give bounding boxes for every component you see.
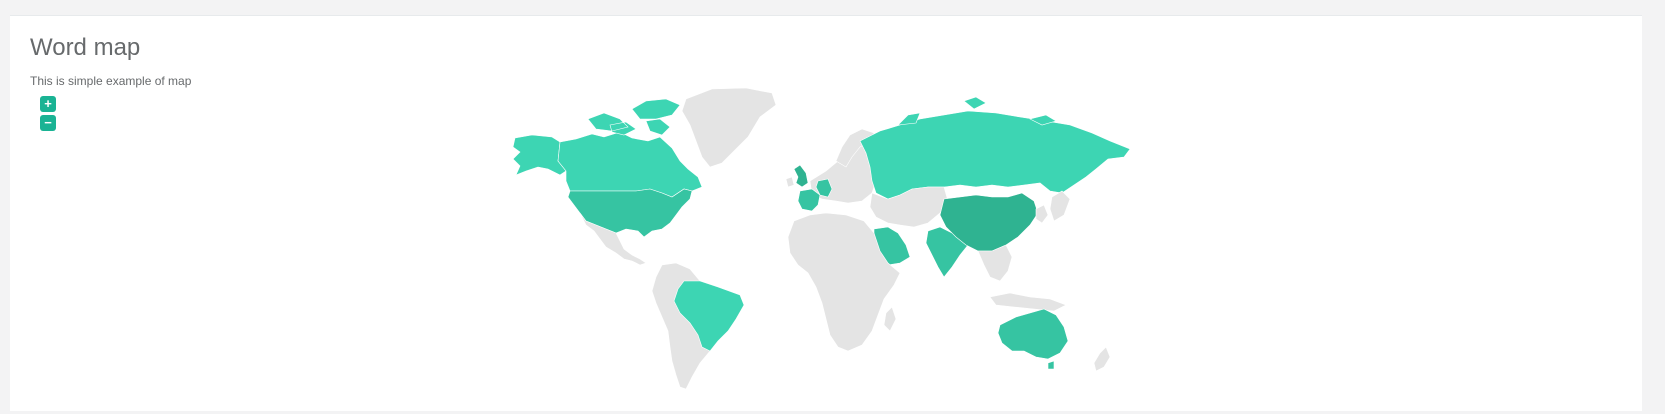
country-madagascar[interactable] (883, 306, 897, 332)
country-ireland[interactable] (785, 176, 795, 188)
country-australia-tasmania[interactable] (1047, 360, 1055, 370)
country-brazil[interactable] (673, 280, 745, 352)
country-australia[interactable] (997, 308, 1069, 360)
world-map[interactable] (10, 16, 1642, 411)
country-uk[interactable] (793, 164, 809, 188)
country-germany[interactable] (815, 178, 833, 198)
zoom-out-button[interactable]: − (40, 115, 56, 131)
country-usa[interactable] (567, 188, 693, 238)
page-subtitle: This is simple example of map (30, 74, 192, 88)
country-mexico[interactable] (579, 212, 647, 266)
country-china[interactable] (939, 192, 1039, 252)
region-africa[interactable] (787, 212, 901, 352)
country-new-zealand[interactable] (1093, 346, 1111, 372)
country-france[interactable] (797, 188, 821, 212)
region-indonesia[interactable] (989, 292, 1067, 312)
country-russia-islands[interactable] (897, 96, 1057, 126)
country-india[interactable] (925, 226, 969, 278)
country-alaska[interactable] (512, 134, 567, 176)
country-greenland[interactable] (681, 87, 777, 168)
country-canada[interactable] (557, 131, 703, 198)
region-central-asia[interactable] (869, 186, 949, 228)
map-panel: Word map This is simple example of map +… (10, 15, 1642, 411)
page-title: Word map (30, 34, 141, 61)
region-southeast-asia[interactable] (977, 190, 1071, 282)
zoom-in-button[interactable]: + (40, 96, 56, 112)
country-canada-islands[interactable] (587, 98, 681, 136)
